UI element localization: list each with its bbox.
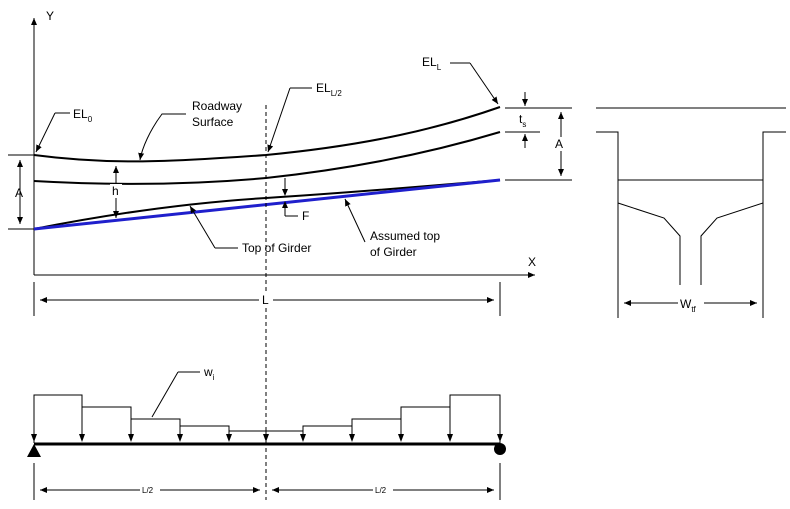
roller-support-icon (494, 443, 506, 455)
load-arrow-head (79, 434, 85, 442)
a-right-bg (553, 137, 567, 151)
assumed-label-1: Assumed top (370, 229, 440, 243)
load-arrow-head (300, 434, 306, 442)
elevation-view: Y X A h F EL0 Roadway Sur (8, 9, 572, 500)
load-diagram: wi L/2 L/2 (27, 365, 506, 500)
load-arrow-head (497, 434, 503, 442)
half-right-bg (373, 483, 393, 497)
load-arrow-head (31, 434, 37, 442)
assumed-top-girder-line (33, 178, 501, 231)
h-bg (110, 184, 122, 198)
f-arrow-upper (282, 189, 288, 196)
x-axis-label: X (528, 255, 536, 269)
wi-label: wi (203, 365, 215, 382)
el0-label: EL0 (73, 107, 93, 124)
wi-leader (151, 371, 179, 418)
top-girder-label: Top of Girder (242, 241, 311, 255)
assumed-label-2: of Girder (370, 245, 417, 259)
load-arrow-head (398, 434, 404, 442)
half-left-bg (140, 483, 160, 497)
half-left-label: L/2 (142, 486, 154, 495)
elmid-leader (267, 87, 291, 153)
load-arrow-head (349, 434, 355, 442)
roadway-leader (138, 113, 186, 161)
h-label: h (112, 184, 119, 198)
cross-section: Wtf (596, 107, 786, 318)
load-arrow-head (263, 434, 269, 442)
load-arrow-head (226, 434, 232, 442)
ts-label: ts (519, 112, 526, 129)
f-arrow-lower (282, 201, 288, 208)
assumed-leader (344, 198, 366, 243)
section-right-edge (762, 131, 786, 318)
roadway-surface-line (33, 106, 501, 163)
l-label: L (262, 293, 269, 307)
half-right-label: L/2 (375, 486, 387, 495)
l-bg (259, 293, 273, 307)
f-label: F (302, 209, 309, 223)
roadway-label-1: Roadway (192, 99, 242, 113)
wtf-bg (678, 296, 704, 312)
section-left-edge (596, 131, 619, 318)
load-arrows (31, 395, 503, 442)
top-girder-leader (189, 205, 216, 249)
load-arrow-head (128, 434, 134, 442)
load-arrow-head (177, 434, 183, 442)
a-left-label: A (15, 186, 23, 200)
pin-support-icon (27, 444, 41, 457)
a-right-label: A (555, 137, 563, 151)
wtf-label: Wtf (680, 297, 697, 314)
ell-leader (469, 62, 499, 105)
elmid-label: ELL/2 (316, 81, 342, 98)
el0-leader (35, 112, 56, 153)
ell-label: ELL (422, 55, 442, 72)
load-arrow-head (447, 434, 453, 442)
girder-right-fillet (700, 202, 764, 285)
roadway-label-2: Surface (192, 115, 234, 129)
slab-bottom-line (33, 131, 501, 185)
girder-left-fillet (617, 202, 681, 285)
y-axis-label: Y (46, 9, 54, 23)
